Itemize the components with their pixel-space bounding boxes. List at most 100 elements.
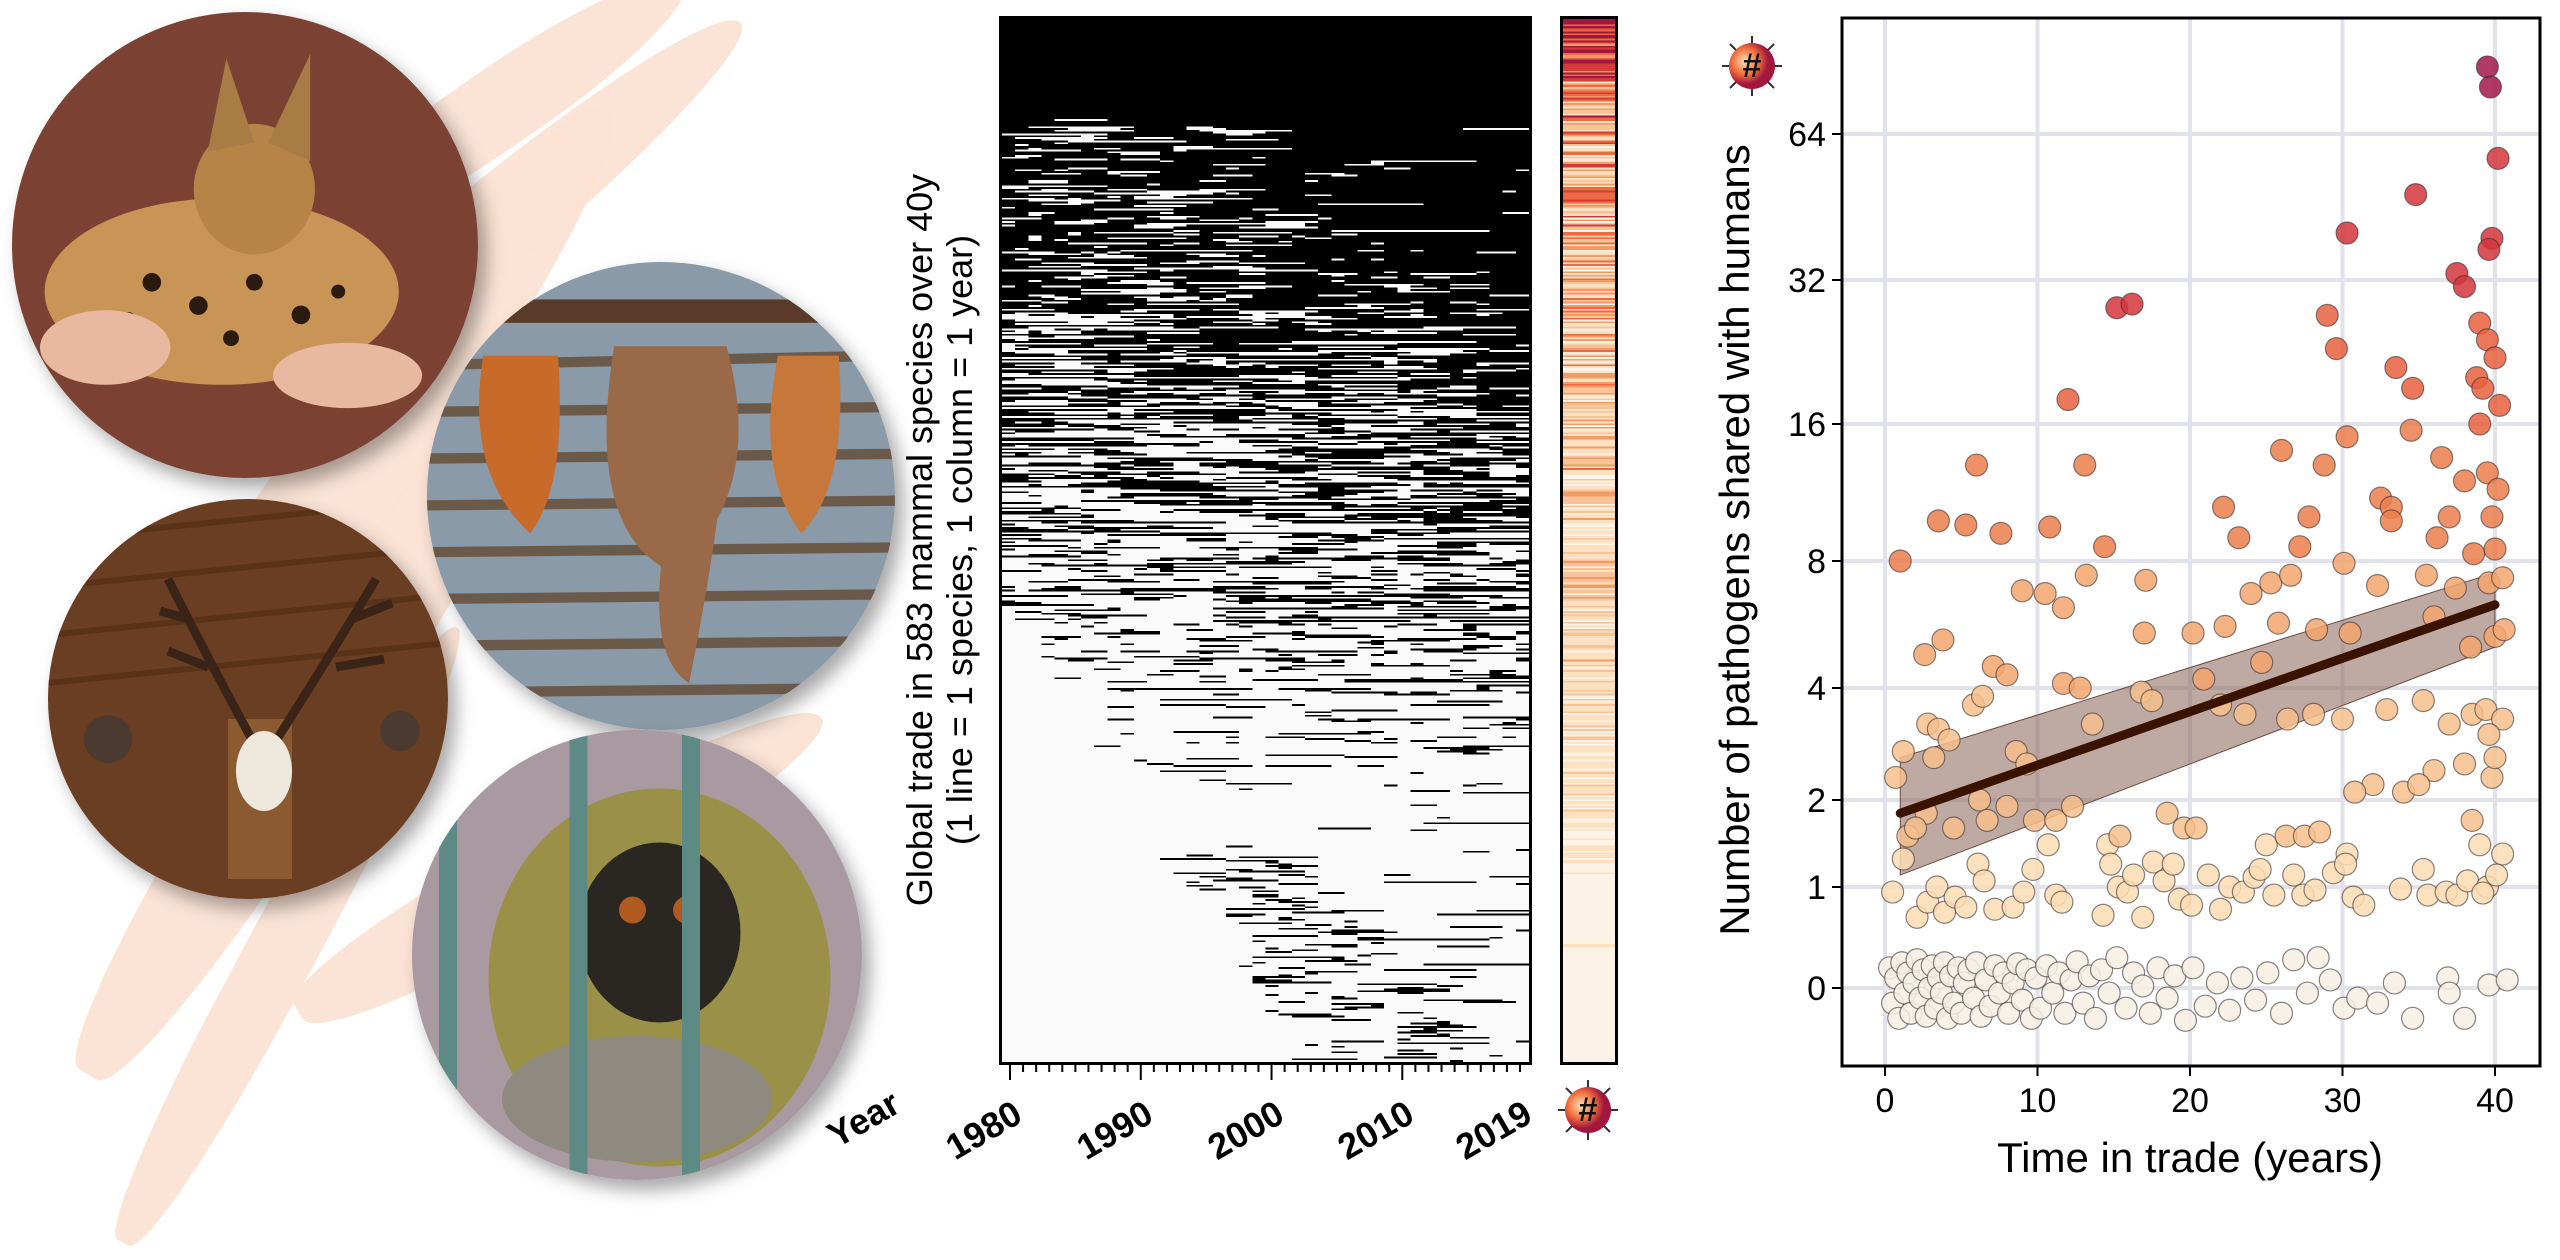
photo-antler-trophies bbox=[48, 499, 448, 899]
scatter-point bbox=[2425, 526, 2449, 550]
scatter-point bbox=[2414, 563, 2438, 587]
scatter-point bbox=[2399, 418, 2423, 442]
scatter-point bbox=[2213, 614, 2237, 638]
scatter-point bbox=[2330, 707, 2355, 731]
scatter-point bbox=[2184, 816, 2208, 840]
photo-fox-pelts bbox=[427, 262, 895, 730]
virus-pathogen-icon-scatter: # bbox=[1720, 34, 1784, 98]
scatter-point bbox=[2196, 863, 2220, 887]
scatter-point bbox=[2259, 571, 2283, 595]
virus-icon-symbol: # bbox=[1742, 46, 1762, 85]
scatter-point bbox=[2269, 1001, 2294, 1025]
scatter-point bbox=[2437, 505, 2461, 529]
scatter-point bbox=[2492, 618, 2516, 642]
scatter-point bbox=[2073, 453, 2097, 477]
scatter-point bbox=[2480, 765, 2504, 790]
scatter-point bbox=[2452, 274, 2477, 299]
photo-serval-cat bbox=[12, 12, 478, 478]
scatter-point bbox=[2099, 852, 2123, 876]
scatter-point bbox=[2233, 702, 2257, 726]
scatter-point bbox=[2468, 833, 2492, 857]
x-tick-label: 30 bbox=[2324, 1082, 2362, 1120]
scatter-point bbox=[2318, 968, 2342, 992]
scatter-point bbox=[2343, 780, 2367, 804]
scatter-point bbox=[2477, 237, 2501, 262]
scatter-point bbox=[2459, 635, 2483, 659]
y-tick-label: 0 bbox=[1807, 970, 1826, 1008]
scatter-point bbox=[1942, 816, 1966, 840]
scatter-point bbox=[2012, 880, 2036, 904]
scatter-point bbox=[1884, 765, 1908, 790]
scatter-point bbox=[2120, 292, 2144, 316]
scatter-point bbox=[2276, 707, 2300, 731]
scatter-point bbox=[1995, 794, 2019, 819]
scatter-point bbox=[1989, 521, 2013, 545]
scatter-point bbox=[2041, 981, 2065, 1005]
scatter-point bbox=[2138, 1001, 2162, 1025]
trade-heatmap bbox=[999, 16, 1532, 1065]
scatter-point bbox=[1913, 642, 1937, 667]
scatter-point bbox=[2266, 611, 2291, 635]
scatter-point bbox=[1925, 875, 1949, 899]
scatter-point bbox=[2089, 958, 2114, 982]
scatter-point bbox=[1964, 453, 1989, 477]
scatter-point bbox=[2056, 387, 2080, 412]
scatter-point bbox=[2230, 966, 2254, 990]
scatter-point bbox=[2173, 1008, 2198, 1032]
scatter-point bbox=[2131, 974, 2155, 998]
scatter-point bbox=[2132, 621, 2156, 645]
scatter-point bbox=[2491, 566, 2515, 590]
scatter-point bbox=[2308, 820, 2332, 844]
scatter-point bbox=[1972, 869, 1996, 893]
scatter-point bbox=[2411, 688, 2435, 713]
scatter-point bbox=[2365, 573, 2390, 598]
y-tick-label: 64 bbox=[1788, 116, 1826, 154]
scatter-point bbox=[2239, 581, 2263, 606]
scatter-point bbox=[2338, 621, 2362, 645]
scatter-point bbox=[2437, 712, 2461, 736]
scatter-point bbox=[2484, 863, 2509, 887]
scatter-point bbox=[2332, 551, 2356, 575]
scatter-point bbox=[2375, 697, 2399, 722]
scatter-point bbox=[1995, 663, 2019, 687]
scatter-point bbox=[2248, 857, 2272, 882]
pathogen-scatter-plot: 0 10 20 30 40 0 1 2 4 8 16 32 64 bbox=[1788, 16, 2542, 1120]
scatter-point bbox=[1922, 746, 1946, 770]
scatter-point bbox=[1926, 509, 1950, 533]
scatter-point bbox=[2462, 542, 2486, 566]
scatter-point bbox=[1975, 808, 1999, 832]
scatter-point bbox=[2010, 579, 2034, 603]
scatter-point bbox=[2422, 758, 2446, 783]
scatter-point bbox=[2443, 576, 2467, 600]
scatter-point bbox=[1891, 739, 1915, 764]
scatter-point bbox=[2407, 772, 2431, 797]
scatter-point bbox=[2140, 688, 2164, 713]
scatter-point bbox=[2401, 1006, 2425, 1030]
scatter-point bbox=[2091, 903, 2115, 927]
scatter-point bbox=[2192, 667, 2216, 691]
scatter-point bbox=[2053, 1001, 2077, 1025]
x-tick-label: 40 bbox=[2476, 1082, 2514, 1120]
scatter-point bbox=[2487, 393, 2512, 417]
y-tick-label: 8 bbox=[1807, 543, 1826, 581]
heatmap-x-axis bbox=[1009, 1062, 1521, 1080]
scatter-point bbox=[2303, 878, 2327, 902]
scatter-point bbox=[2155, 986, 2179, 1010]
scatter-point bbox=[2471, 376, 2495, 400]
scatter-point bbox=[2282, 863, 2306, 887]
scatter-point bbox=[2038, 515, 2062, 539]
scatter-point bbox=[2437, 981, 2461, 1005]
scatter-point bbox=[1881, 880, 1905, 904]
scatter-point bbox=[2430, 445, 2454, 470]
scatter-point bbox=[2478, 75, 2503, 99]
scatter-point bbox=[2022, 808, 2047, 832]
x-tick-label: 10 bbox=[2019, 1082, 2057, 1120]
scatter-point bbox=[1970, 684, 1995, 708]
scatter-point bbox=[2460, 808, 2484, 832]
scatter-point bbox=[2352, 893, 2376, 917]
scatter-point bbox=[1954, 513, 1978, 537]
scatter-point bbox=[2304, 618, 2329, 642]
scatter-point bbox=[2028, 996, 2053, 1020]
scatter-point bbox=[2404, 182, 2428, 207]
scatter-x-axis-label: Time in trade (years) bbox=[1997, 1134, 2383, 1181]
